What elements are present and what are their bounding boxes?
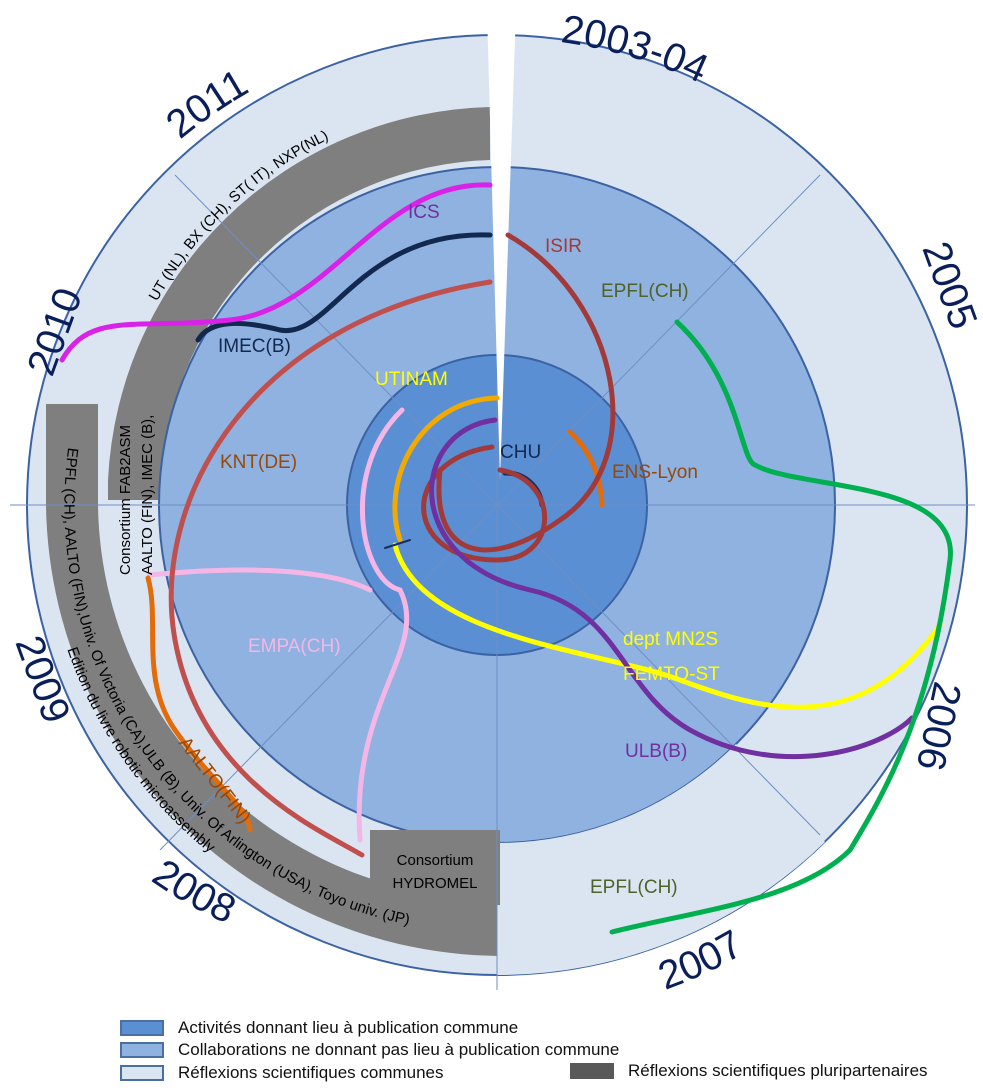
- legend-swatch-gray: [570, 1063, 614, 1079]
- label-femto: FEMTO-ST: [623, 664, 720, 685]
- band-hydromel: [370, 830, 500, 905]
- collaboration-radial-diagram: UT (NL), BX (CH), ST( IT), NXP(NL) Conso…: [7, 7, 983, 998]
- top-gap: [487, 10, 516, 480]
- label-dept-mn2s: dept MN2S: [623, 629, 718, 650]
- curve-imec: [195, 232, 493, 343]
- tick-mark: [384, 539, 411, 549]
- legend-swatch-middle: [120, 1042, 164, 1058]
- band-2009: [46, 404, 615, 956]
- label-imec: IMEC(B): [218, 336, 291, 357]
- label-empa: EMPA(CH): [248, 636, 341, 657]
- label-ens-lyon: ENS-Lyon: [612, 462, 698, 483]
- svg-text:Consortium FAB2ASM AALTO (: Consortium FAB2ASM AALTO (FIN), IMEC (B)…: [117, 415, 156, 575]
- legend-item-reflexions: Réflexions scientifiques communes: [120, 1063, 444, 1083]
- legend-item-pluripartenaires: Réflexions scientifiques pluripartenaire…: [570, 1061, 928, 1081]
- legend-label-pluripartenaires: Réflexions scientifiques pluripartenaire…: [628, 1061, 928, 1080]
- label-ulb: ULB(B): [625, 741, 687, 762]
- legend: Activités donnant lieu à publication com…: [120, 1018, 980, 1084]
- band-2010-line2: AALTO (FIN), IMEC (B),: [139, 415, 156, 575]
- label-ics: ICS: [408, 202, 440, 223]
- label-chu: CHU: [500, 442, 541, 463]
- curve-utinam: [392, 395, 500, 543]
- label-knt: KNT(DE): [220, 452, 297, 473]
- curve-inner-red: [421, 444, 547, 563]
- curve-ics: [59, 182, 493, 363]
- legend-label-publication: Activités donnant lieu à publication com…: [178, 1018, 519, 1037]
- curve-isir: [436, 232, 616, 553]
- legend-item-collaboration: Collaborations ne donnant pas lieu à pub…: [120, 1040, 619, 1060]
- hydromel-line1: Consortium: [397, 852, 474, 869]
- curve-aalto: [145, 575, 253, 833]
- label-epfl-2005: EPFL(CH): [601, 281, 689, 302]
- legend-swatch-outer: [120, 1065, 164, 1081]
- curve-femto: [392, 542, 943, 710]
- curve-ulb: [429, 417, 915, 760]
- curve-ens-lyon: [567, 429, 605, 508]
- curve-empa: [356, 407, 410, 843]
- band-2010-line1: Consortium FAB2ASM: [117, 425, 134, 575]
- curve-epfl: [609, 319, 953, 935]
- band-2011: [108, 107, 490, 500]
- outer-white-2007: [497, 744, 825, 976]
- hydromel-line2: HYDROMEL: [392, 875, 477, 892]
- legend-item-publication: Activités donnant lieu à publication com…: [120, 1018, 518, 1038]
- legend-label-reflexions: Réflexions scientifiques communes: [178, 1063, 444, 1082]
- legend-swatch-inner: [120, 1020, 164, 1036]
- label-isir: ISIR: [545, 236, 582, 257]
- curve-knt: [168, 279, 493, 858]
- label-epfl-2007: EPFL(CH): [590, 877, 678, 898]
- curve-empa-branch: [147, 567, 373, 593]
- label-utinam: UTINAM: [375, 369, 448, 390]
- legend-label-collaboration: Collaborations ne donnant pas lieu à pub…: [178, 1040, 620, 1059]
